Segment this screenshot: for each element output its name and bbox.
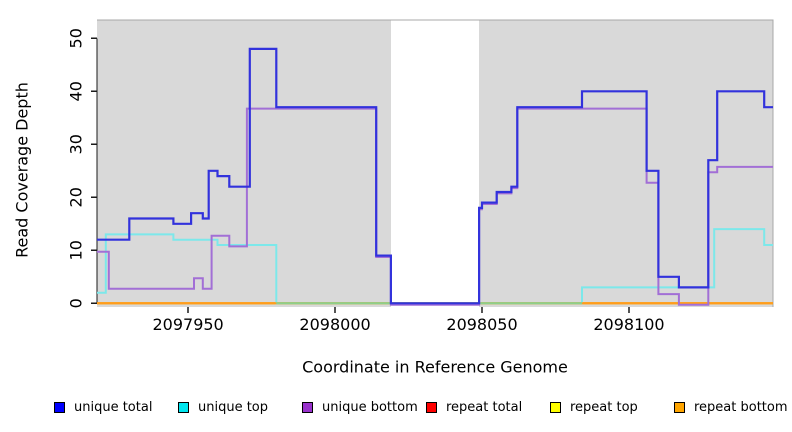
legend-label: repeat total: [446, 399, 523, 415]
panel-border: [97, 19, 774, 307]
series-line-unique-top: [97, 228, 773, 305]
legend-swatch-repeat-bottom: [674, 401, 685, 413]
legend-label: unique total: [74, 399, 153, 415]
y-tick-label: 40: [67, 81, 86, 101]
legend-item-repeat-bottom: repeat bottom: [674, 398, 788, 416]
legend-swatch-unique-bottom: [302, 401, 313, 413]
x-axis-label-text: Coordinate in Reference Genome: [302, 357, 568, 377]
y-axis-label-text: Read Coverage Depth: [12, 82, 32, 258]
legend: unique total unique top unique bottom repea…: [0, 398, 792, 420]
legend-swatch-unique-top: [178, 401, 189, 413]
y-tick-label: 50: [67, 28, 86, 48]
legend-label: repeat bottom: [694, 399, 788, 415]
legend-item-unique-bottom: unique bottom: [302, 398, 418, 416]
y-tick-label: 20: [67, 187, 86, 207]
x-tick-label: 2097950: [152, 315, 223, 334]
y-tick-label: 10: [67, 240, 86, 260]
legend-label: unique bottom: [322, 399, 418, 415]
legend-swatch-unique-total: [54, 401, 65, 413]
x-tick-label: 2098000: [299, 315, 370, 334]
no-data-gap: [390, 20, 480, 307]
panel-background-right: [479, 20, 773, 307]
legend-swatch-repeat-top: [550, 401, 561, 413]
panel-background-left: [97, 20, 391, 307]
legend-item-repeat-total: repeat total: [426, 398, 522, 416]
x-tick-label: 2098100: [593, 315, 664, 334]
series-line-unique-bottom: [97, 107, 773, 306]
series-line-unique-total: [97, 47, 773, 305]
legend-label: unique top: [198, 399, 269, 415]
legend-item-unique-top: unique top: [178, 398, 268, 416]
legend-swatch-repeat-total: [426, 401, 437, 413]
legend-item-unique-total: unique total: [54, 398, 152, 416]
legend-label: repeat top: [570, 399, 638, 415]
y-tick-label: 30: [67, 134, 86, 154]
x-tick-label: 2098050: [446, 315, 517, 334]
y-tick-label: 0: [67, 298, 86, 308]
legend-item-repeat-top: repeat top: [550, 398, 638, 416]
